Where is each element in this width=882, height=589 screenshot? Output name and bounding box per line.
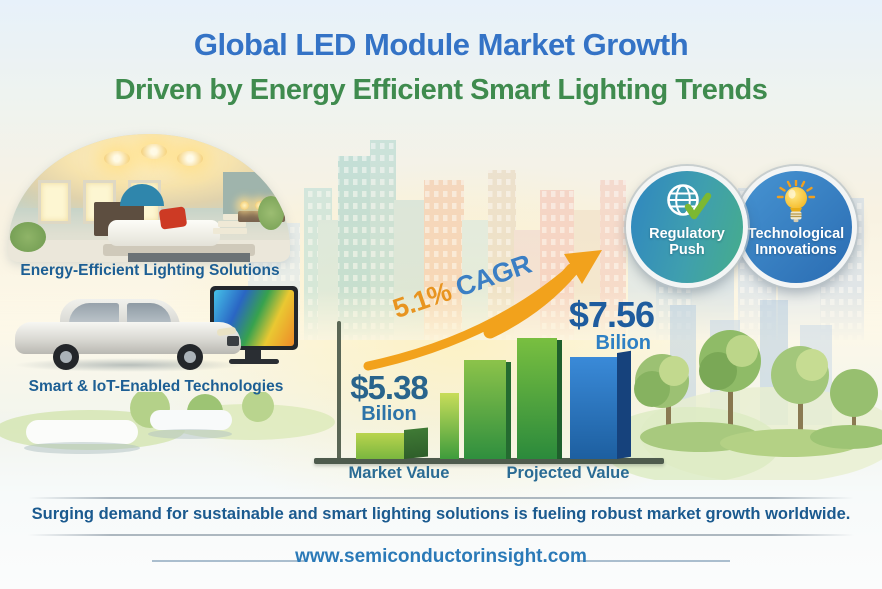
growth-arrow-icon: [363, 250, 602, 371]
ceiling-light-icon: [140, 144, 167, 160]
bar-step-4: [517, 338, 557, 459]
website-divider-left: [152, 560, 304, 562]
platform-base: [128, 253, 250, 262]
greenery-left: [0, 392, 335, 454]
stair-step: [213, 228, 247, 234]
bar-step-1-side: [404, 427, 428, 459]
car-wheel: [53, 344, 79, 370]
market-value-label: $5.38 Bilion: [340, 369, 438, 426]
caption-iot-technologies: Smart & IoT-Enabled Technologies: [28, 378, 284, 395]
indoor-tree: [10, 222, 46, 252]
bar-step-2: [440, 393, 459, 459]
badge-label: Regulatory Push: [649, 226, 725, 259]
wheel-hub: [60, 351, 72, 363]
umbrella: [120, 184, 164, 206]
caption-lighting-solutions: Energy-Efficient Lighting Solutions: [20, 262, 280, 279]
bar-step-3-side: [506, 362, 511, 459]
ceiling-light-icon: [177, 150, 204, 166]
website-row: www.semiconductorinsight.com: [0, 546, 882, 568]
chart-x-axis: [314, 458, 664, 464]
category-market-value: Market Value: [348, 464, 450, 482]
badge-label-line1: Technological: [747, 226, 845, 242]
display-base: [229, 359, 279, 364]
bar-projected-blue: [570, 357, 617, 459]
car-rear-window: [69, 303, 119, 325]
page-title: Global LED Module Market Growth: [193, 27, 689, 62]
ceiling-light-icon: [103, 150, 130, 166]
stair-step: [218, 221, 246, 227]
window: [38, 180, 71, 224]
divider-line: [28, 534, 854, 536]
bar-step-4-side: [557, 340, 562, 459]
market-value-unit: Bilion: [361, 403, 417, 425]
red-cushion: [158, 206, 188, 230]
chart-y-axis: [337, 321, 341, 462]
car-front-window: [127, 303, 171, 325]
badge-label-line2: Push: [669, 241, 705, 258]
projected-value-label: $7.56 Bilion: [550, 294, 655, 355]
divider-line: [28, 497, 854, 499]
page-subtitle: Driven by Energy Efficient Smart Lightin…: [114, 74, 768, 106]
car-wheel: [177, 344, 203, 370]
badge-regulatory-push: Regulatory Push: [626, 166, 748, 288]
lightbulb-icon: [776, 180, 816, 223]
projected-value-unit: Bilion: [595, 332, 651, 354]
website-link[interactable]: www.semiconductorinsight.com: [295, 546, 587, 567]
bar-step-1: [356, 433, 404, 459]
badge-technological-innovations: Technological Innovations: [735, 166, 857, 288]
website-divider-right: [578, 560, 730, 562]
car-smart-display-illustration: [5, 284, 300, 378]
car-grille: [227, 336, 239, 346]
badge-label-line2: Innovations: [755, 241, 837, 258]
smart-home-illustration: [8, 134, 290, 262]
market-value-amount: $5.38: [350, 369, 429, 406]
stair-step: [223, 214, 245, 220]
counter-light-icon: [240, 201, 249, 210]
summary-text: Surging demand for sustainable and smart…: [31, 505, 851, 523]
indoor-tree: [258, 196, 284, 230]
display-stand: [245, 350, 261, 360]
bar-step-3: [464, 360, 506, 459]
wheel-hub: [184, 351, 196, 363]
category-projected-value: Projected Value: [506, 464, 630, 482]
badge-label-line1: Regulatory: [649, 226, 725, 242]
badge-label: Technological Innovations: [747, 226, 845, 259]
projected-value-amount: $7.56: [568, 294, 655, 335]
globe-check-icon: [667, 184, 712, 220]
car-body: [15, 322, 241, 354]
car-shadow: [13, 358, 245, 372]
city-skyline: [0, 140, 882, 340]
smart-display: [210, 286, 298, 350]
